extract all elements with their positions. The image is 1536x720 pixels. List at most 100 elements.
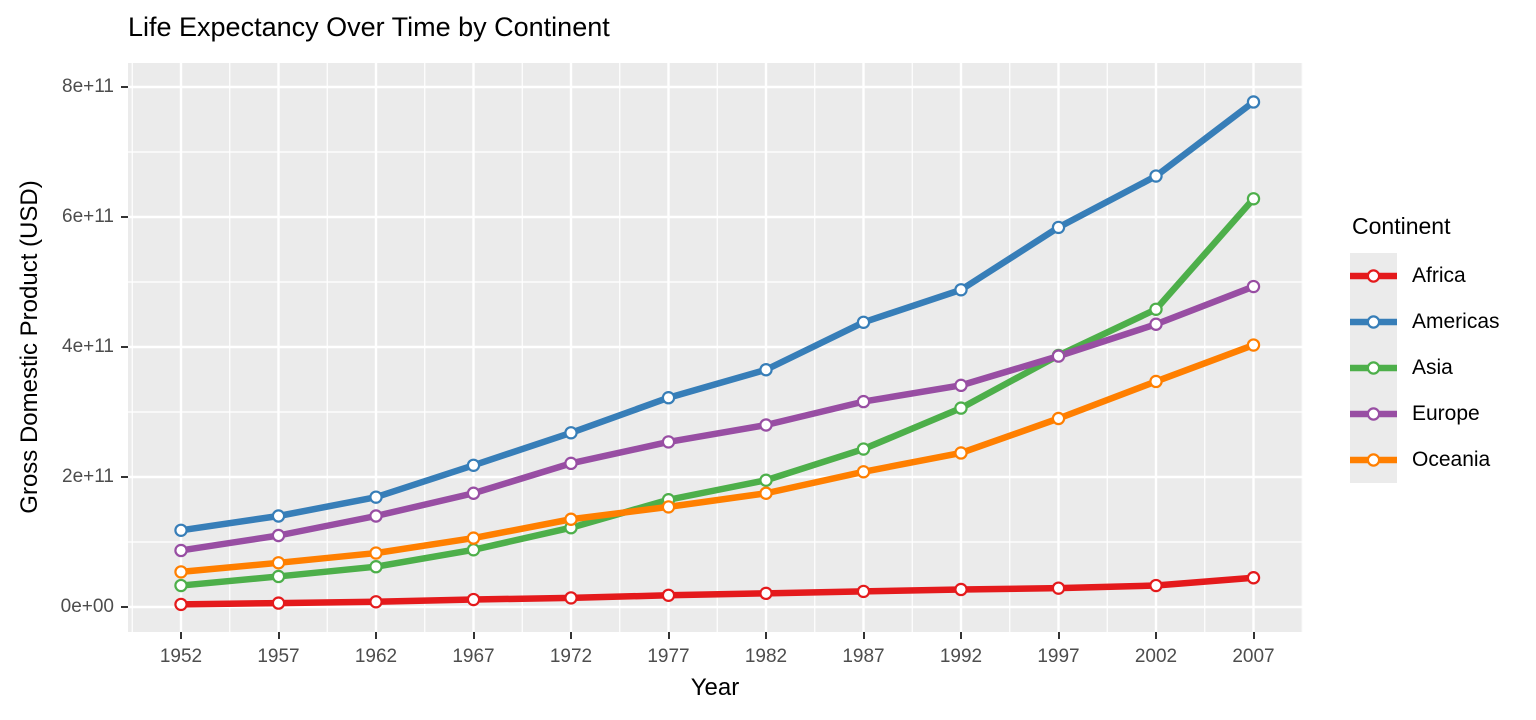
data-point-oceania [466,531,481,545]
data-point-africa [271,596,286,610]
data-point-oceania [564,512,578,526]
x-tick-label: 1987 [842,646,885,667]
series-line-oceania [180,342,1255,576]
data-point-americas [661,391,676,405]
data-point-africa [466,592,481,607]
y-tick-mark [121,606,128,608]
data-point-europe [1149,317,1163,331]
data-point-europe [954,378,968,393]
legend-key-icon [1350,437,1397,483]
legend-entry-oceania: Oceania [1350,437,1536,483]
data-point-africa [1051,581,1066,595]
x-tick-mark [180,632,182,639]
y-tick-label: 4e+11 [62,336,114,357]
data-point-americas [174,523,188,537]
data-point-asia [466,543,481,557]
data-point-asia [1246,192,1261,206]
legend-entry-americas: Americas [1350,299,1536,345]
y-tick-mark [121,86,128,88]
data-point-africa [369,595,383,609]
legend-label: Americas [1412,310,1500,333]
legend-label: Africa [1412,264,1466,287]
y-tick-label: 8e+11 [62,76,114,97]
data-point-europe [1051,349,1066,363]
data-point-africa [759,586,773,601]
legend-label: Europe [1412,402,1480,425]
data-point-europe [759,418,773,432]
x-tick-mark [960,632,962,639]
data-point-oceania [759,486,773,500]
chart-title: Life Expectancy Over Time by Continent [128,12,610,42]
y-axis-title: Gross Domestic Product (USD) [16,180,43,514]
x-tick-mark [472,632,475,639]
x-tick-label: 2002 [1134,646,1178,667]
data-point-asia [271,569,286,584]
data-point-americas [1149,169,1163,183]
x-tick-mark [570,632,572,639]
data-point-oceania [954,446,968,460]
x-tick-label: 2007 [1232,646,1275,667]
y-tick-mark [121,346,128,348]
legend-entry-africa: Africa [1350,253,1536,299]
series-line-africa [180,574,1254,608]
legend-key-icon [1350,345,1397,391]
legend-key-icon [1350,299,1397,345]
data-point-europe [369,509,383,523]
data-point-europe [856,394,871,409]
legend-title: Continent [1352,213,1451,239]
legend-label: Oceania [1412,448,1491,471]
x-tick-label: 1952 [159,646,203,667]
data-point-africa [661,588,676,603]
x-tick-label: 1967 [452,646,495,667]
data-point-americas [564,426,578,440]
x-tick-mark [277,632,280,639]
x-tick-label: 1957 [257,646,300,667]
plot-area [128,63,1303,632]
legend-entry-europe: Europe [1350,391,1536,437]
y-tick-label: 0e+00 [60,596,114,617]
x-tick-mark [667,632,670,639]
x-tick-mark [765,632,767,639]
data-point-americas [369,490,383,504]
x-tick-label: 1977 [647,646,690,667]
y-tick-mark [121,216,128,218]
data-point-oceania [661,500,676,514]
data-point-americas [1051,220,1066,235]
data-point-europe [564,456,578,471]
data-point-americas [271,509,286,523]
data-point-asia [1149,302,1163,316]
series-line-americas [180,99,1256,534]
data-point-asia [369,560,383,574]
legend-label: Asia [1412,356,1453,379]
data-point-asia [174,578,188,593]
legend-entry-asia: Asia [1350,345,1536,391]
x-tick-label: 1972 [549,646,593,667]
x-axis-title: Year [690,674,740,701]
data-point-americas [466,458,481,472]
data-point-oceania [369,546,383,560]
series-line-europe [180,283,1255,554]
x-tick-label: 1982 [744,646,788,667]
y-tick-mark [121,476,128,478]
x-tick-label: 1992 [939,646,983,667]
data-point-africa [174,597,188,612]
data-point-oceania [1149,374,1163,389]
data-point-africa [564,591,578,605]
data-point-asia [954,401,968,415]
plot-panel [128,63,1303,632]
data-point-oceania [1051,411,1066,426]
data-point-americas [1246,95,1261,109]
x-tick-mark [1252,632,1255,639]
x-tick-mark [862,632,865,639]
data-point-africa [1246,571,1261,585]
data-point-europe [174,543,188,558]
data-point-europe [466,486,481,500]
data-point-oceania [1246,338,1261,352]
data-point-americas [856,315,871,329]
data-point-asia [856,442,871,456]
legend-entries: Africa Americas Asia Europe Oceania [1350,253,1536,483]
x-tick-label: 1962 [354,646,398,667]
data-point-oceania [271,556,286,570]
data-point-africa [856,584,871,599]
data-point-africa [954,582,968,597]
